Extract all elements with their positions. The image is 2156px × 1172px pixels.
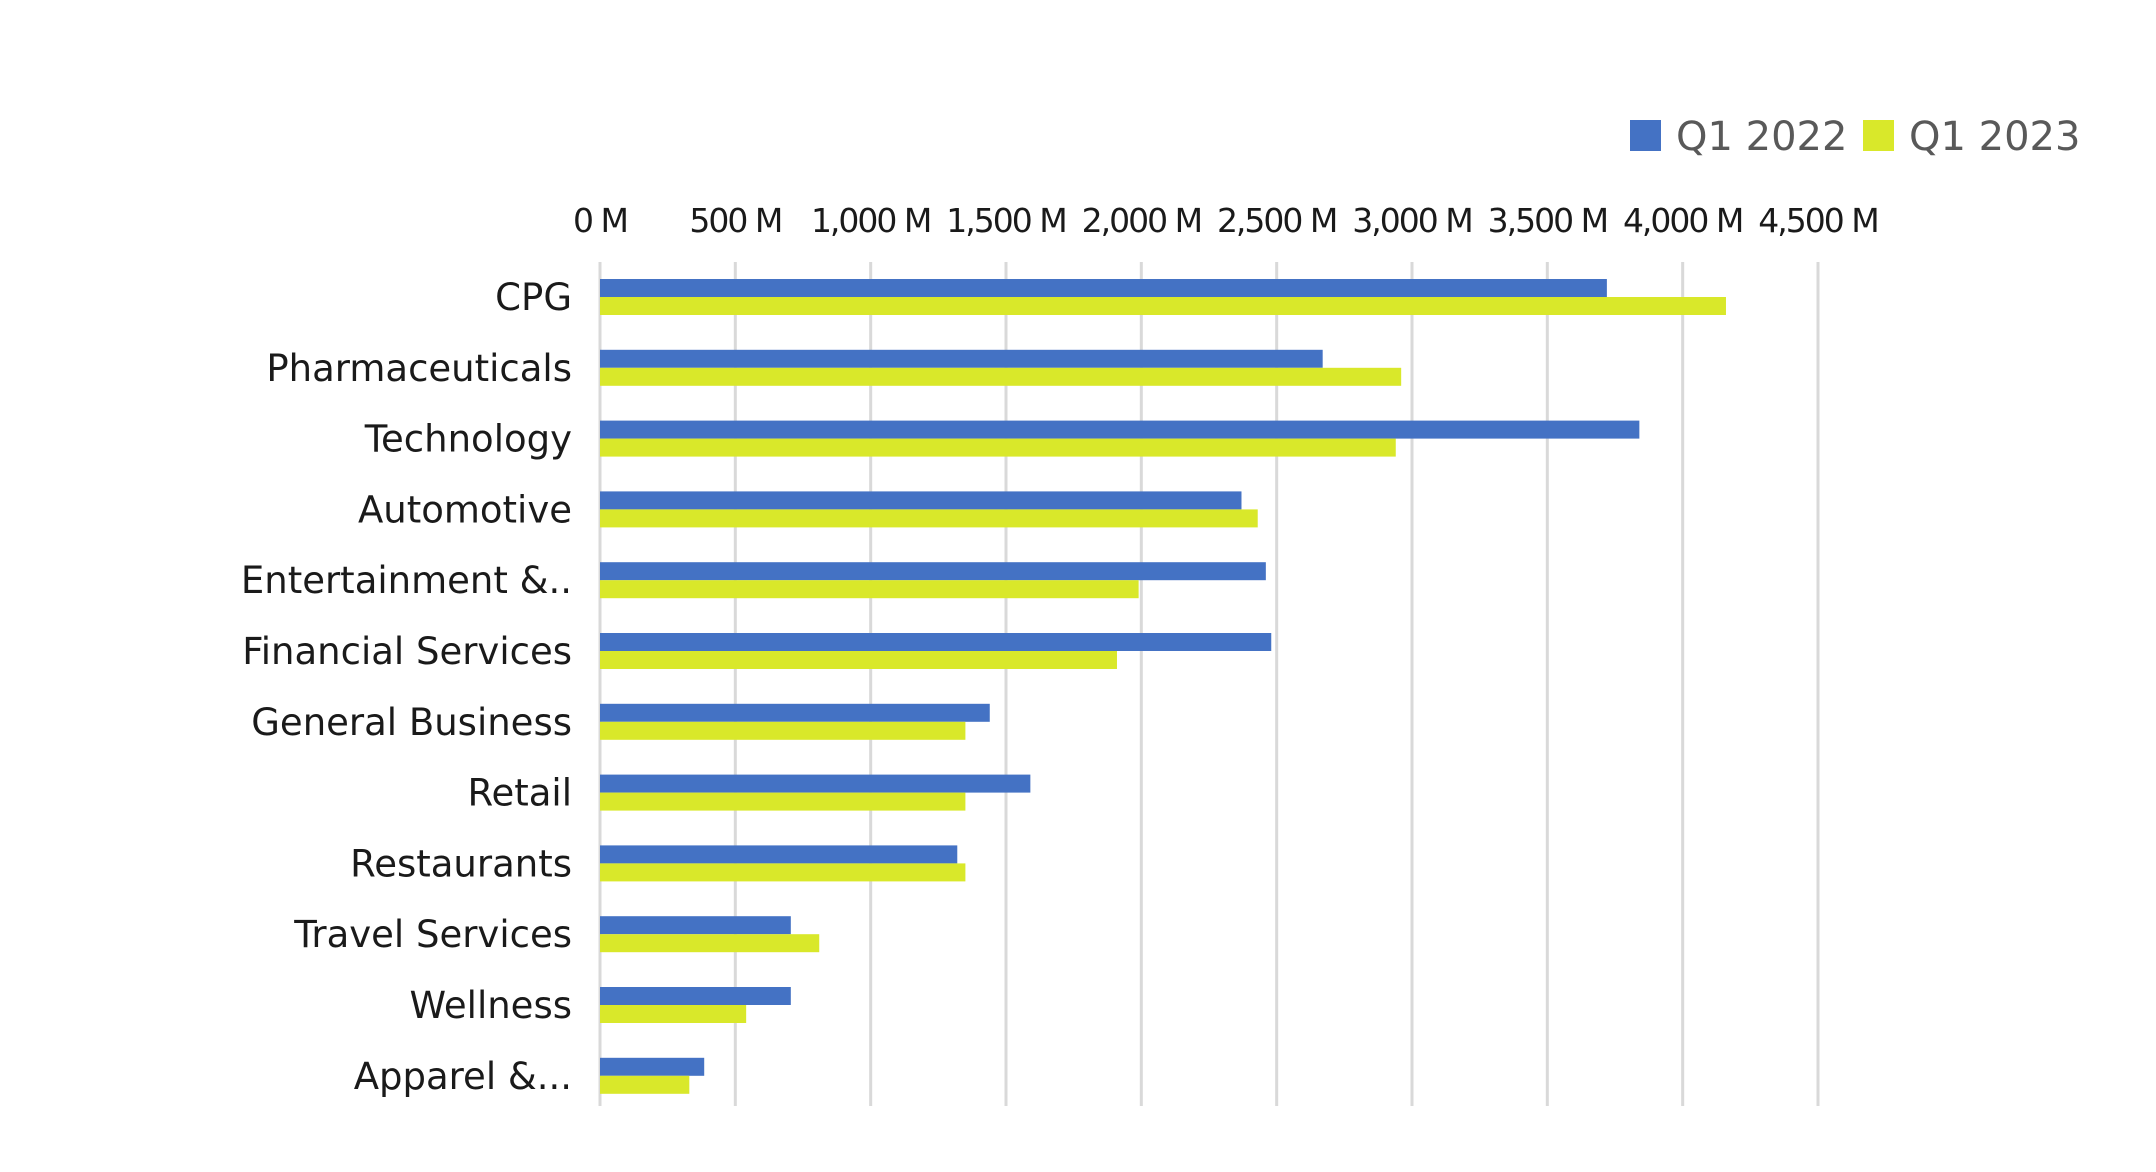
legend-swatch	[1863, 120, 1894, 151]
bar-q1-2022	[600, 774, 1031, 793]
bar-q1-2022	[600, 562, 1266, 581]
x-tick-label: 4,500 M	[1758, 201, 1877, 240]
bars	[600, 279, 1726, 1094]
bar-q1-2023	[600, 367, 1402, 386]
bar-q1-2023	[600, 1075, 690, 1094]
x-tick-label: 2,500 M	[1217, 201, 1336, 240]
bar-q1-2022	[600, 420, 1640, 439]
x-tick-label: 3,000 M	[1352, 201, 1471, 240]
x-tick-label: 2,000 M	[1082, 201, 1201, 240]
bar-q1-2022	[600, 987, 791, 1005]
bar-q1-2023	[600, 651, 1117, 669]
x-axis-ticks: 0 M 500 M 1,000 M 1,500 M 2,000 M 2,500 M 3,00…	[573, 201, 1880, 240]
bar-q1-2023	[600, 509, 1258, 528]
category-label: Entertainment &..	[241, 559, 572, 602]
gridlines	[598, 262, 1820, 1106]
category-label: Apparel &...	[354, 1055, 572, 1098]
bar-q1-2022	[600, 349, 1323, 368]
legend: Q1 2022 Q1 2023	[1630, 114, 2080, 160]
category-label: Financial Services	[242, 630, 572, 673]
bar-q1-2023	[600, 580, 1139, 599]
bar-q1-2022	[600, 916, 791, 935]
bar-q1-2022	[600, 633, 1272, 651]
x-tick-label: 1,000 M	[811, 201, 930, 240]
category-axis: CPG Pharmaceuticals Technology Automotive En…	[241, 276, 572, 1098]
bar-q1-2022	[600, 1057, 705, 1076]
bar-q1-2022	[600, 491, 1242, 510]
bar-q1-2023	[600, 721, 966, 740]
bar-q1-2023	[600, 792, 966, 811]
bar-q1-2023	[600, 438, 1396, 457]
legend-swatch	[1630, 120, 1661, 151]
category-label: Technology	[364, 418, 572, 461]
x-tick-label: 3,500 M	[1488, 201, 1607, 240]
legend-label: Q1 2023	[1909, 114, 2080, 160]
category-label: Wellness	[409, 984, 572, 1027]
category-label: Pharmaceuticals	[266, 347, 572, 390]
bar-q1-2022	[600, 279, 1607, 297]
x-tick-label: 500 M	[689, 201, 781, 240]
category-label: Travel Services	[293, 913, 572, 956]
category-label: CPG	[495, 276, 572, 319]
bar-q1-2022	[600, 703, 990, 722]
x-tick-label: 4,000 M	[1623, 201, 1742, 240]
category-label: Automotive	[358, 488, 572, 531]
category-label: General Business	[251, 701, 572, 744]
x-tick-label: 1,500 M	[946, 201, 1065, 240]
bar-q1-2023	[600, 297, 1726, 315]
category-label: Retail	[467, 772, 572, 815]
bar-q1-2023	[600, 863, 966, 882]
category-label: Restaurants	[350, 842, 572, 885]
bar-q1-2023	[600, 934, 820, 953]
x-tick-label: 0 M	[573, 201, 627, 240]
legend-label: Q1 2022	[1676, 114, 1847, 160]
bar-q1-2022	[600, 845, 958, 864]
bar-q1-2023	[600, 1005, 747, 1023]
